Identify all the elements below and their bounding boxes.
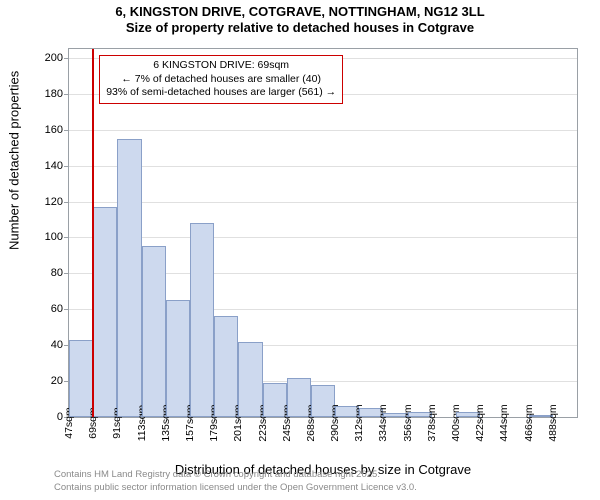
ytick-label: 40 — [51, 339, 63, 351]
histogram-bar[interactable] — [69, 340, 93, 417]
histogram-bar[interactable] — [166, 300, 190, 417]
ytick-label: 100 — [45, 231, 63, 243]
gridline — [69, 166, 577, 167]
ytick-mark — [64, 202, 69, 203]
ytick-label: 20 — [51, 375, 63, 387]
ytick-label: 60 — [51, 303, 63, 315]
chart-title: 6, KINGSTON DRIVE, COTGRAVE, NOTTINGHAM,… — [0, 0, 600, 37]
y-axis-label: Number of detached properties — [7, 71, 22, 250]
gridline — [69, 202, 577, 203]
ytick-label: 140 — [45, 160, 63, 172]
xtick-label: 334sqm — [377, 404, 389, 441]
xtick-label: 400sqm — [450, 404, 462, 441]
ytick-mark — [64, 94, 69, 95]
xtick-label: 488sqm — [547, 404, 559, 441]
footer-line-1: Contains HM Land Registry data © Crown c… — [54, 469, 417, 481]
histogram-bar[interactable] — [142, 246, 166, 417]
annotation-line: 93% of semi-detached houses are larger (… — [106, 86, 336, 100]
ytick-mark — [64, 130, 69, 131]
footer-line-2: Contains public sector information licen… — [54, 482, 417, 494]
ytick-label: 160 — [45, 124, 63, 136]
ytick-mark — [64, 309, 69, 310]
xtick-label: 378sqm — [426, 404, 438, 441]
annotation-line: 6 KINGSTON DRIVE: 69sqm — [106, 59, 336, 73]
ytick-label: 180 — [45, 88, 63, 100]
xtick-label: 466sqm — [523, 404, 535, 441]
ytick-label: 120 — [45, 196, 63, 208]
xtick-label: 356sqm — [402, 404, 414, 441]
xtick-label: 444sqm — [498, 404, 510, 441]
histogram-bar[interactable] — [190, 223, 214, 417]
ytick-mark — [64, 58, 69, 59]
ytick-label: 80 — [51, 267, 63, 279]
ytick-mark — [64, 166, 69, 167]
gridline — [69, 130, 577, 131]
attribution-footer: Contains HM Land Registry data © Crown c… — [54, 469, 417, 494]
xtick-label: 422sqm — [474, 404, 486, 441]
chart-plot-area: 02040608010012014016018020047sqm69sqm91s… — [68, 48, 578, 418]
plot-box: 02040608010012014016018020047sqm69sqm91s… — [68, 48, 578, 418]
ytick-label: 200 — [45, 52, 63, 64]
ytick-mark — [64, 273, 69, 274]
title-line-2: Size of property relative to detached ho… — [0, 20, 600, 36]
histogram-bar[interactable] — [93, 207, 117, 417]
reference-marker-line — [92, 49, 94, 417]
gridline — [69, 237, 577, 238]
ytick-mark — [64, 237, 69, 238]
histogram-bar[interactable] — [117, 139, 141, 417]
histogram-bar[interactable] — [214, 316, 238, 417]
annotation-line: ← 7% of detached houses are smaller (40) — [106, 73, 336, 87]
annotation-callout: 6 KINGSTON DRIVE: 69sqm← 7% of detached … — [99, 55, 343, 104]
title-line-1: 6, KINGSTON DRIVE, COTGRAVE, NOTTINGHAM,… — [0, 4, 600, 20]
